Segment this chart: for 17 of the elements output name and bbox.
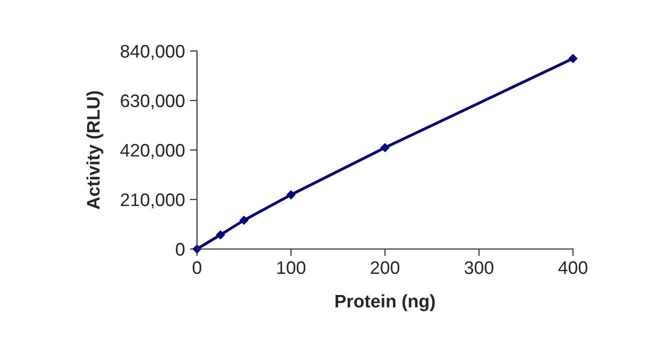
y-tick-label: 630,000	[120, 94, 184, 110]
point	[216, 230, 225, 240]
x-axis-title: Protein (ng)	[336, 294, 435, 312]
y-tick-label: 840,000	[120, 44, 184, 60]
x-tick-label: 0	[192, 261, 202, 274]
y-tick-label: 0	[176, 242, 184, 256]
point	[568, 54, 578, 63]
point	[240, 216, 248, 225]
point	[286, 190, 296, 200]
x-tick-label: 100	[277, 261, 306, 274]
y-tick-label: 420,000	[120, 144, 184, 159]
y-axis-title: Activity (RLU)	[86, 91, 104, 210]
x-tick-label: 200	[370, 261, 400, 274]
y-tick-label: 210,000	[120, 193, 184, 208]
x-tick-label: 400	[558, 261, 588, 274]
x-tick-label: 300	[464, 261, 494, 274]
point	[380, 143, 390, 152]
